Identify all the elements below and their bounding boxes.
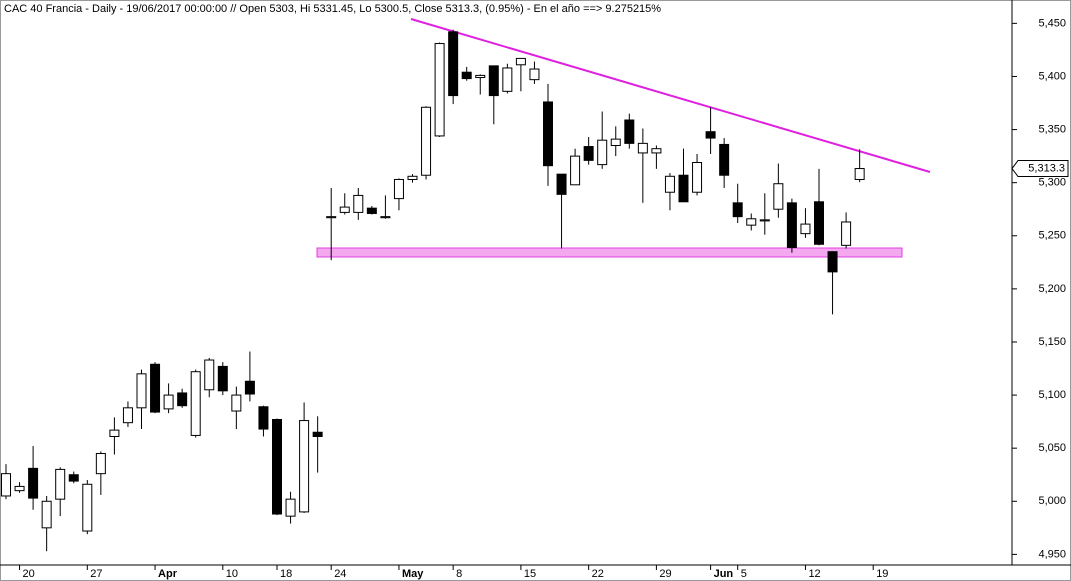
candle-body	[814, 201, 824, 245]
x-tick-label: 18	[280, 568, 292, 580]
y-tick-label: 5,250	[1038, 230, 1066, 242]
y-tick-label: 5,200	[1038, 283, 1066, 295]
candle-body	[231, 394, 242, 412]
x-tick-label: 27	[90, 568, 102, 580]
candle-body	[204, 359, 215, 391]
candle-body	[68, 474, 79, 482]
candle-body	[664, 175, 675, 193]
x-tick-label: 29	[659, 568, 671, 580]
candle-body	[732, 202, 743, 218]
candle-body	[122, 407, 133, 424]
candle-body	[773, 183, 784, 210]
candle-body	[827, 251, 838, 273]
support-band	[316, 247, 903, 258]
candle-body	[190, 371, 201, 436]
candle-body	[326, 216, 337, 219]
candle-body	[705, 131, 716, 139]
x-tick-label: 15	[524, 568, 536, 580]
candle-body	[55, 468, 66, 500]
candle-body	[285, 498, 296, 517]
candle-body	[272, 419, 282, 515]
candle-body	[109, 429, 120, 437]
y-tick-label: 4,950	[1038, 548, 1066, 560]
x-tick-label: 10	[226, 568, 238, 580]
candle-body	[217, 365, 228, 392]
candle-body	[515, 57, 526, 66]
candle-body	[366, 207, 377, 214]
candle-body	[692, 161, 703, 193]
trendline	[410, 18, 931, 173]
candle-body	[177, 392, 188, 407]
candle-body	[610, 138, 621, 146]
candle-body	[41, 500, 52, 529]
x-tick-label: 8	[456, 568, 462, 580]
candle-body	[475, 74, 486, 79]
candle-body	[393, 178, 404, 200]
candle-body	[82, 483, 93, 532]
candle-body	[1, 473, 11, 497]
candle-body	[488, 65, 499, 97]
x-tick-label: 20	[23, 568, 35, 580]
y-tick-label: 5,050	[1038, 442, 1066, 454]
candle-body	[448, 31, 459, 97]
candle-body	[678, 174, 689, 203]
candle-body	[407, 175, 418, 180]
candle-body	[136, 373, 147, 409]
x-tick-label: 5	[741, 568, 747, 580]
candle-body	[28, 467, 39, 499]
x-tick-label: 24	[334, 568, 346, 580]
candle-body	[434, 43, 445, 137]
candle-body	[759, 219, 770, 222]
candle-body	[624, 119, 635, 144]
candle-body	[570, 155, 581, 186]
candle-body	[543, 101, 553, 167]
candle-body	[841, 221, 852, 246]
candle-body	[339, 206, 350, 213]
last-price-label: 5,313.3	[1028, 162, 1065, 174]
candle-body	[719, 143, 730, 176]
candle-body	[95, 452, 106, 475]
candle-body	[299, 420, 310, 513]
x-tick-label: Apr	[158, 568, 178, 580]
y-tick-label: 5,400	[1038, 70, 1066, 82]
y-tick-label: 5,350	[1038, 123, 1066, 135]
x-tick-label: Jun	[714, 568, 734, 580]
candle-body	[556, 173, 567, 195]
candle-body	[421, 106, 432, 176]
last-price-tag	[1011, 160, 1069, 178]
y-tick-label: 5,000	[1038, 495, 1066, 507]
candle-body	[380, 216, 391, 219]
candle-body	[800, 223, 811, 235]
candle-body	[637, 142, 648, 154]
x-tick-label: 22	[592, 568, 604, 580]
candle-body	[312, 431, 323, 437]
y-tick-label: 5,300	[1038, 177, 1066, 189]
x-tick-label: May	[402, 568, 424, 580]
candle-body	[258, 406, 269, 430]
candle-body	[353, 194, 364, 213]
candle-body	[502, 67, 513, 92]
candle-body	[150, 363, 161, 413]
candle-body	[854, 168, 865, 180]
x-tick-label: 12	[808, 568, 820, 580]
chart-title: CAC 40 Francia - Daily - 19/06/2017 00:0…	[4, 3, 661, 15]
candle-body	[244, 380, 255, 395]
y-tick-label: 5,450	[1038, 17, 1066, 29]
y-tick-label: 5,150	[1038, 336, 1066, 348]
candle-body	[786, 202, 797, 248]
y-tick-label: 5,100	[1038, 389, 1066, 401]
candle-body	[14, 485, 25, 492]
candle-body	[597, 139, 608, 166]
candle-body	[583, 146, 594, 161]
candle-body	[651, 148, 662, 154]
candle-body	[529, 68, 540, 81]
candle-body	[163, 394, 174, 410]
x-tick-label: 19	[876, 568, 888, 580]
candle-body	[746, 218, 757, 226]
candle-body	[461, 71, 472, 80]
